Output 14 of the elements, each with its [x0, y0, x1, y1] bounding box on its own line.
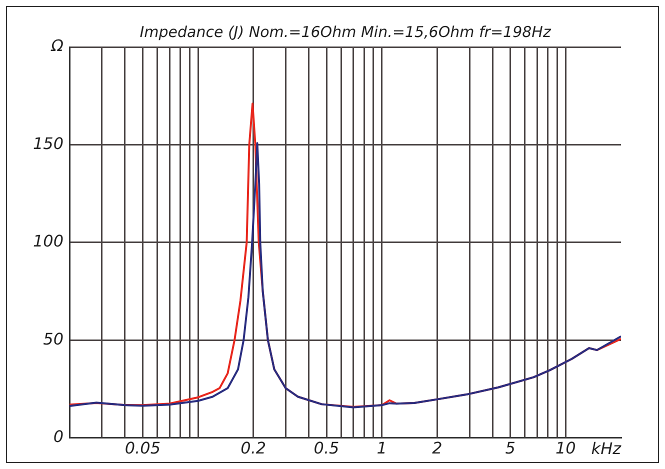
y-tick-label: 50	[43, 329, 64, 348]
x-tick-label: 0.5	[314, 438, 340, 458]
y-tick-label: 0	[53, 426, 64, 446]
x-axis-title: kHz	[591, 438, 622, 458]
x-tick-label: 1	[376, 438, 387, 458]
x-tick-label: 0.2	[240, 438, 266, 458]
x-tick-label: 2	[432, 438, 442, 458]
y-tick-label: 100	[32, 232, 64, 251]
y-tick-label: 150	[32, 134, 64, 153]
x-tick-label: 0.05	[124, 438, 160, 458]
x-tick-label: 5	[505, 438, 516, 458]
chart-title: Impedance (J) Nom.=16Ohm Min.=15,6Ohm fr=198Hz	[140, 23, 552, 41]
x-tick-label: 10	[555, 438, 576, 458]
y-tick-label: Ω	[50, 36, 64, 56]
